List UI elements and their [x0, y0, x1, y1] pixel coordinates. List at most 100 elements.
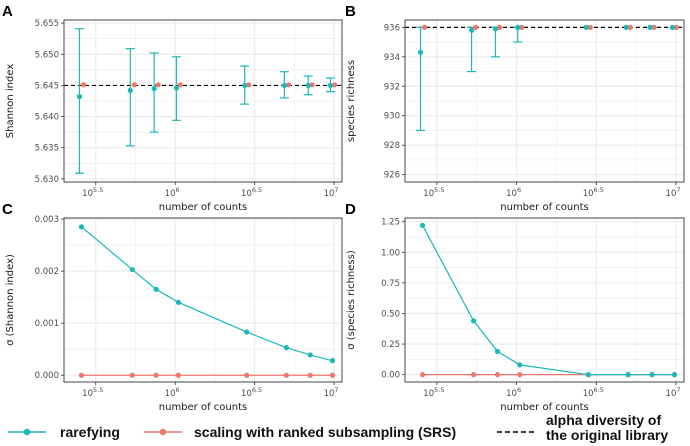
x-tick-label: 107	[666, 186, 681, 199]
y-axis-title: Shannon index	[5, 64, 16, 139]
rarefying-point	[244, 329, 250, 335]
srs-point	[175, 372, 181, 378]
panel-a: A 105.5 106 106.5 107 5.630 5.635 5.640 5.645 5.6…	[2, 3, 343, 213]
rarefying-point	[173, 85, 179, 91]
rarefying-point	[307, 352, 313, 358]
srs-point	[331, 82, 338, 88]
plot-frame	[63, 19, 343, 183]
x-tick-label: 106.5	[241, 186, 262, 199]
y-tick-label: 0.50	[381, 309, 400, 319]
rarefying-point	[281, 82, 287, 89]
y-tick-label: 5.645	[35, 81, 59, 91]
y-tick-label: 930	[384, 112, 400, 122]
legend-reference-label-line1: alpha diversity of	[546, 412, 661, 428]
plot-frame	[404, 217, 685, 383]
srs-point	[494, 372, 501, 378]
y-tick-label: 0.75	[381, 279, 400, 289]
rarefying-point	[625, 372, 631, 378]
rarefying-point	[647, 24, 653, 30]
y-tick-label: 0.00	[381, 371, 400, 381]
y-tick-label: 0.25	[381, 340, 400, 350]
rarefying-point	[470, 318, 477, 324]
rarefying-point	[669, 24, 676, 30]
rarefying-point	[417, 49, 424, 56]
x-axis-title: number of counts	[159, 402, 247, 413]
legend-srs-label: scaling with ranked subsampling (SRS)	[194, 424, 456, 440]
rarefying-point	[327, 82, 334, 89]
rarefying-point	[242, 82, 248, 89]
rarefying-point	[78, 224, 85, 230]
x-tick-label: 106	[165, 386, 180, 399]
rarefying-point	[671, 372, 678, 378]
srs-point	[419, 372, 426, 378]
srs-point	[496, 24, 503, 30]
plot-background	[64, 218, 342, 382]
y-tick-label: 0.001	[35, 319, 59, 329]
y-axis-title: σ (species richness)	[346, 250, 357, 350]
x-tick-label: 106	[165, 186, 180, 199]
panel-b: B 105.5 106 106.5 107 926 928 930 932 934 936 numbe…	[345, 3, 685, 213]
rarefying-point	[468, 27, 475, 33]
srs-point	[519, 24, 525, 30]
y-axis-title: σ (Shannon index)	[5, 254, 16, 346]
x-tick-label: 105.5	[423, 186, 444, 199]
rarefying-point	[129, 266, 135, 273]
y-tick-label: 1.25	[381, 218, 400, 228]
plot-frame	[63, 217, 343, 383]
rarefying-point	[329, 358, 336, 364]
srs-point	[285, 82, 291, 88]
rarefying-point	[585, 372, 591, 378]
x-tick-label: 105.5	[82, 386, 103, 399]
rarefying-point	[419, 222, 426, 228]
srs-point	[309, 82, 315, 88]
rarefying-point	[494, 348, 501, 355]
x-tick-label: 105.5	[423, 386, 444, 399]
y-tick-label: 5.635	[35, 144, 59, 154]
y-tick-label: 936	[384, 23, 400, 33]
x-tick-label: 106.5	[583, 386, 604, 399]
srs-point	[244, 372, 250, 378]
srs-point	[131, 82, 137, 88]
x-tick-label: 107	[324, 386, 339, 399]
legend-rarefying-marker	[23, 428, 31, 436]
plot-frame	[404, 19, 685, 183]
x-tick-label: 107	[324, 186, 339, 199]
srs-point	[155, 82, 161, 88]
rarefying-point	[76, 94, 83, 100]
panel-letter-b: B	[345, 3, 356, 20]
plot-background	[405, 218, 684, 382]
y-tick-label: 1.00	[381, 248, 400, 258]
srs-point	[587, 24, 593, 30]
srs-point	[153, 372, 159, 378]
rarefying-point	[517, 362, 523, 368]
srs-point	[673, 24, 680, 30]
srs-point	[307, 372, 313, 378]
rarefying-point	[127, 87, 133, 94]
y-tick-label: 5.630	[35, 175, 59, 185]
rarefying-point	[583, 24, 589, 30]
y-tick-label: 0.003	[35, 215, 59, 225]
rarefying-point	[623, 24, 629, 30]
panel-c: C 105.5 106 106.5 107 0.000 0.001 0.002 0.003 num…	[2, 201, 343, 413]
y-tick-label: 928	[384, 141, 400, 151]
srs-point	[80, 82, 87, 88]
srs-point	[421, 24, 428, 30]
y-tick-label: 0.002	[35, 267, 59, 277]
rarefying-line	[422, 225, 675, 376]
x-tick-label: 106	[506, 386, 521, 399]
srs-point	[651, 24, 657, 30]
rarefying-point	[492, 26, 499, 32]
rarefying-point	[305, 82, 311, 89]
srs-point	[283, 372, 289, 378]
y-tick-label: 0.000	[35, 371, 59, 381]
srs-point	[627, 24, 633, 30]
srs-point	[517, 372, 523, 378]
srs-point	[177, 82, 183, 88]
srs-point	[78, 372, 85, 378]
x-axis-title: number of counts	[159, 202, 247, 213]
x-axis-title: number of counts	[500, 202, 588, 213]
rarefying-point	[649, 372, 655, 378]
x-tick-label: 106.5	[583, 186, 604, 199]
x-axis-title: number of counts	[500, 402, 588, 413]
